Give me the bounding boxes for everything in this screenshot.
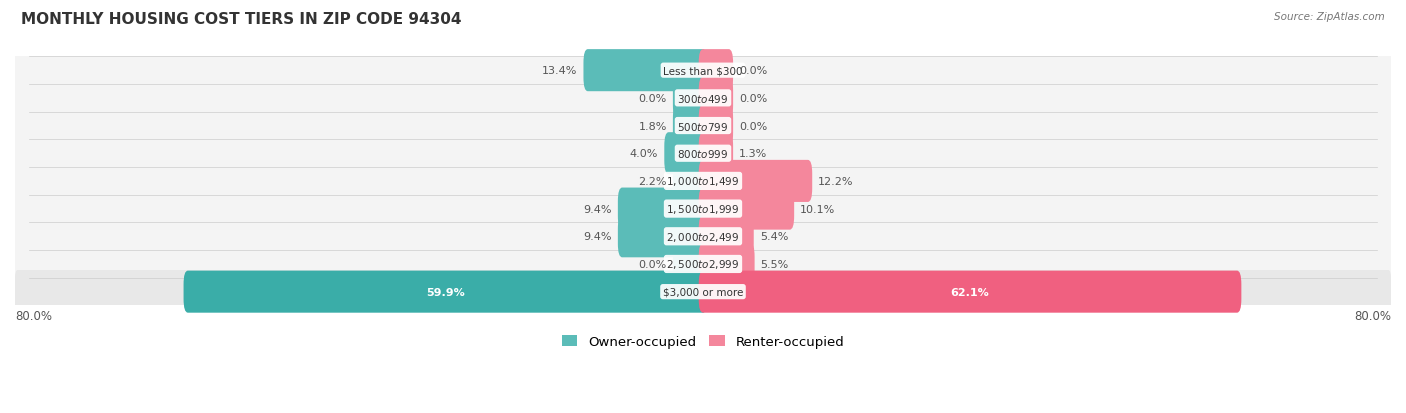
FancyBboxPatch shape — [184, 271, 707, 313]
FancyBboxPatch shape — [15, 215, 1391, 258]
Text: Less than $300: Less than $300 — [664, 66, 742, 76]
FancyBboxPatch shape — [15, 188, 1391, 230]
Text: 0.0%: 0.0% — [740, 94, 768, 104]
FancyBboxPatch shape — [673, 105, 707, 147]
FancyBboxPatch shape — [617, 188, 707, 230]
Text: 1.3%: 1.3% — [740, 149, 768, 159]
Text: 4.0%: 4.0% — [630, 149, 658, 159]
FancyBboxPatch shape — [15, 104, 1391, 148]
FancyBboxPatch shape — [664, 133, 707, 175]
Text: 62.1%: 62.1% — [950, 287, 990, 297]
Text: 12.2%: 12.2% — [818, 176, 853, 186]
FancyBboxPatch shape — [699, 50, 733, 92]
Text: $500 to $799: $500 to $799 — [678, 120, 728, 132]
FancyBboxPatch shape — [15, 132, 1391, 176]
Text: 0.0%: 0.0% — [740, 121, 768, 131]
FancyBboxPatch shape — [673, 243, 707, 285]
FancyBboxPatch shape — [699, 188, 794, 230]
Text: 0.0%: 0.0% — [740, 66, 768, 76]
FancyBboxPatch shape — [699, 271, 1241, 313]
Text: $300 to $499: $300 to $499 — [678, 93, 728, 104]
Text: 9.4%: 9.4% — [583, 204, 612, 214]
Text: 0.0%: 0.0% — [638, 259, 666, 269]
FancyBboxPatch shape — [583, 50, 707, 92]
Text: 2.2%: 2.2% — [638, 176, 666, 186]
Text: $3,000 or more: $3,000 or more — [662, 287, 744, 297]
Text: 80.0%: 80.0% — [15, 309, 52, 322]
FancyBboxPatch shape — [699, 133, 733, 175]
Text: 1.8%: 1.8% — [638, 121, 666, 131]
FancyBboxPatch shape — [15, 77, 1391, 120]
Text: 0.0%: 0.0% — [638, 94, 666, 104]
FancyBboxPatch shape — [673, 78, 707, 120]
FancyBboxPatch shape — [617, 216, 707, 258]
FancyBboxPatch shape — [15, 160, 1391, 203]
Text: 5.5%: 5.5% — [761, 259, 789, 269]
Text: 10.1%: 10.1% — [800, 204, 835, 214]
Text: 13.4%: 13.4% — [543, 66, 578, 76]
Text: 80.0%: 80.0% — [1354, 309, 1391, 322]
FancyBboxPatch shape — [699, 161, 813, 202]
FancyBboxPatch shape — [15, 271, 1391, 313]
Legend: Owner-occupied, Renter-occupied: Owner-occupied, Renter-occupied — [557, 330, 849, 354]
Text: 5.4%: 5.4% — [759, 232, 789, 242]
Text: $2,500 to $2,999: $2,500 to $2,999 — [666, 258, 740, 271]
FancyBboxPatch shape — [699, 243, 755, 285]
FancyBboxPatch shape — [699, 216, 754, 258]
FancyBboxPatch shape — [15, 50, 1391, 93]
Text: $1,000 to $1,499: $1,000 to $1,499 — [666, 175, 740, 188]
Text: 59.9%: 59.9% — [426, 287, 465, 297]
FancyBboxPatch shape — [699, 105, 733, 147]
Text: Source: ZipAtlas.com: Source: ZipAtlas.com — [1274, 12, 1385, 22]
Text: $800 to $999: $800 to $999 — [678, 148, 728, 160]
Text: 9.4%: 9.4% — [583, 232, 612, 242]
Text: $2,000 to $2,499: $2,000 to $2,499 — [666, 230, 740, 243]
FancyBboxPatch shape — [699, 78, 733, 120]
Text: MONTHLY HOUSING COST TIERS IN ZIP CODE 94304: MONTHLY HOUSING COST TIERS IN ZIP CODE 9… — [21, 12, 461, 27]
Text: $1,500 to $1,999: $1,500 to $1,999 — [666, 203, 740, 216]
FancyBboxPatch shape — [673, 161, 707, 202]
FancyBboxPatch shape — [15, 243, 1391, 286]
